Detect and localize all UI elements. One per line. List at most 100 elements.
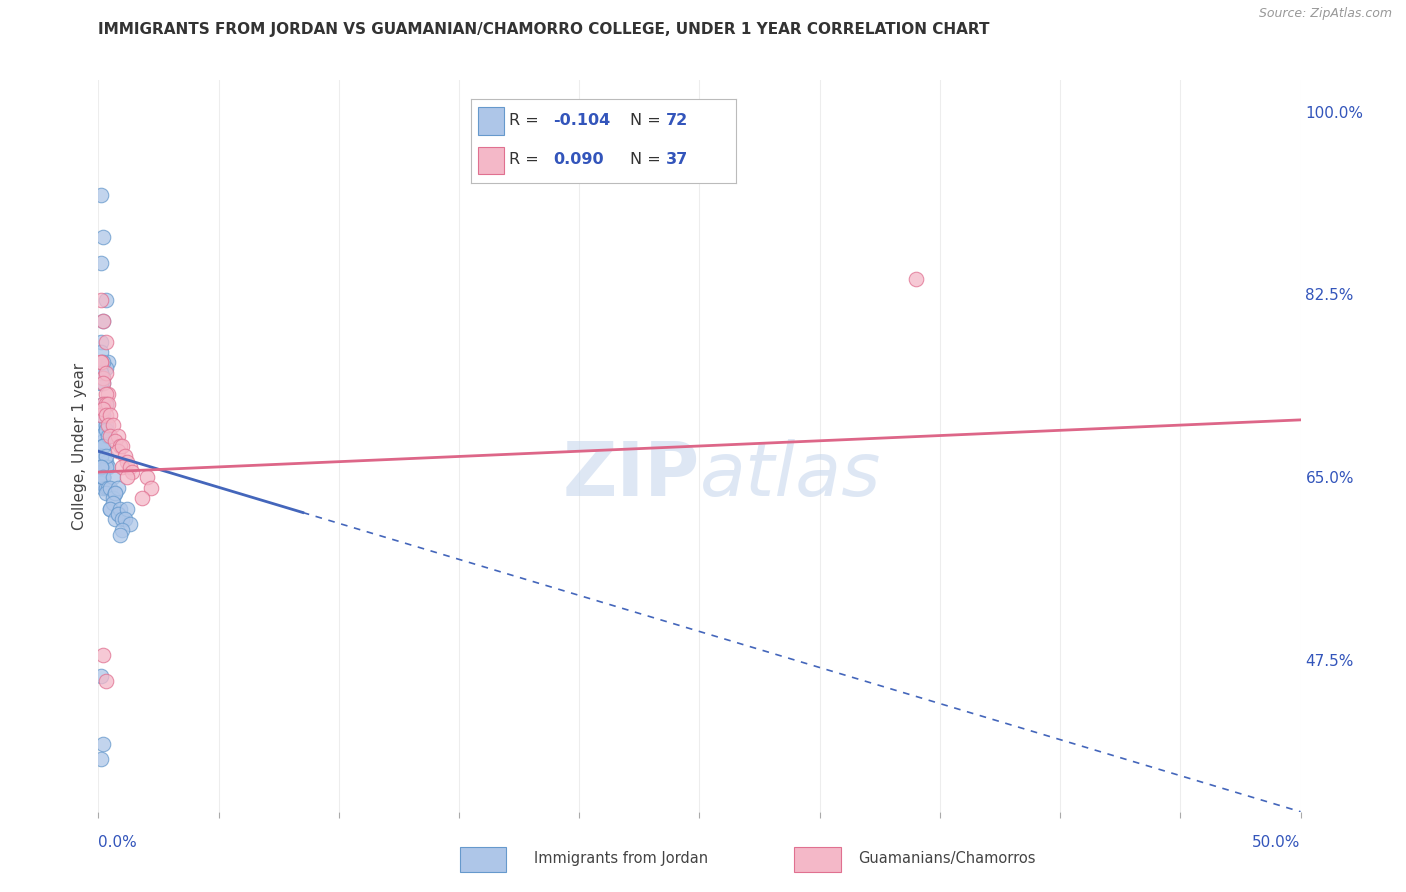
Point — [94, 459, 117, 474]
Point — [94, 481, 117, 495]
Point — [90, 376, 112, 391]
Point — [91, 371, 114, 385]
Text: atlas: atlas — [700, 439, 882, 511]
Point — [91, 376, 114, 391]
Point — [94, 397, 117, 411]
Point — [90, 293, 112, 307]
Point — [94, 386, 117, 401]
Point — [90, 355, 112, 369]
Point — [94, 674, 117, 689]
Point — [104, 512, 127, 526]
Point — [94, 418, 117, 433]
Y-axis label: College, Under 1 year: College, Under 1 year — [72, 362, 87, 530]
Point — [118, 459, 141, 474]
Text: R =: R = — [509, 153, 544, 168]
Point — [90, 450, 112, 464]
Point — [117, 455, 139, 469]
Point — [100, 408, 122, 422]
Point — [121, 465, 143, 479]
Point — [91, 397, 114, 411]
Point — [94, 450, 117, 464]
Point — [97, 481, 120, 495]
Point — [94, 423, 117, 437]
Point — [131, 491, 153, 506]
Point — [91, 648, 114, 662]
Point — [91, 470, 114, 484]
Point — [91, 737, 114, 751]
Point — [90, 752, 112, 766]
Point — [114, 450, 136, 464]
Text: ZIP: ZIP — [562, 439, 700, 512]
Point — [91, 371, 114, 385]
Point — [104, 486, 127, 500]
Text: Source: ZipAtlas.com: Source: ZipAtlas.com — [1258, 7, 1392, 21]
Point — [117, 470, 139, 484]
Point — [90, 366, 112, 380]
Point — [90, 334, 112, 349]
Point — [94, 486, 117, 500]
Point — [97, 386, 120, 401]
Point — [101, 418, 124, 433]
Point — [90, 450, 112, 464]
Point — [90, 188, 112, 202]
Point — [91, 397, 114, 411]
Point — [91, 402, 114, 417]
Point — [91, 470, 114, 484]
FancyBboxPatch shape — [478, 107, 505, 135]
Point — [94, 455, 117, 469]
Point — [91, 459, 114, 474]
Point — [94, 423, 117, 437]
Point — [91, 355, 114, 369]
Point — [90, 459, 112, 474]
Point — [97, 428, 120, 442]
Point — [107, 444, 129, 458]
Text: Guamanians/Chamorros: Guamanians/Chamorros — [858, 851, 1035, 865]
Point — [90, 355, 112, 369]
Point — [91, 470, 114, 484]
Point — [108, 528, 131, 542]
Point — [90, 475, 112, 490]
Point — [90, 465, 112, 479]
Point — [904, 272, 927, 286]
Point — [111, 459, 134, 474]
Point — [135, 470, 157, 484]
Point — [100, 481, 122, 495]
Point — [107, 481, 129, 495]
Point — [94, 366, 117, 380]
Point — [94, 360, 117, 375]
Point — [117, 501, 139, 516]
Point — [94, 397, 117, 411]
Point — [104, 486, 127, 500]
Point — [90, 366, 112, 380]
Point — [107, 428, 129, 442]
Text: 0.090: 0.090 — [553, 153, 603, 168]
Text: 72: 72 — [665, 113, 688, 128]
Point — [97, 418, 120, 433]
Point — [101, 491, 124, 506]
Point — [107, 507, 129, 521]
Text: 50.0%: 50.0% — [1253, 836, 1301, 850]
Point — [91, 313, 114, 327]
Point — [91, 439, 114, 453]
Point — [91, 313, 114, 327]
Point — [91, 376, 114, 391]
Point — [94, 397, 117, 411]
Point — [141, 481, 163, 495]
Point — [91, 439, 114, 453]
Point — [90, 376, 112, 391]
Point — [97, 397, 120, 411]
Text: N =: N = — [630, 153, 665, 168]
Point — [94, 293, 117, 307]
Point — [91, 434, 114, 448]
Text: IMMIGRANTS FROM JORDAN VS GUAMANIAN/CHAMORRO COLLEGE, UNDER 1 YEAR CORRELATION C: IMMIGRANTS FROM JORDAN VS GUAMANIAN/CHAM… — [98, 22, 990, 37]
FancyBboxPatch shape — [478, 146, 505, 174]
Point — [90, 256, 112, 270]
Point — [90, 459, 112, 474]
Point — [101, 470, 124, 484]
Point — [104, 434, 127, 448]
Point — [97, 355, 120, 369]
Point — [91, 481, 114, 495]
Point — [90, 408, 112, 422]
Point — [114, 512, 136, 526]
Text: -0.104: -0.104 — [553, 113, 610, 128]
